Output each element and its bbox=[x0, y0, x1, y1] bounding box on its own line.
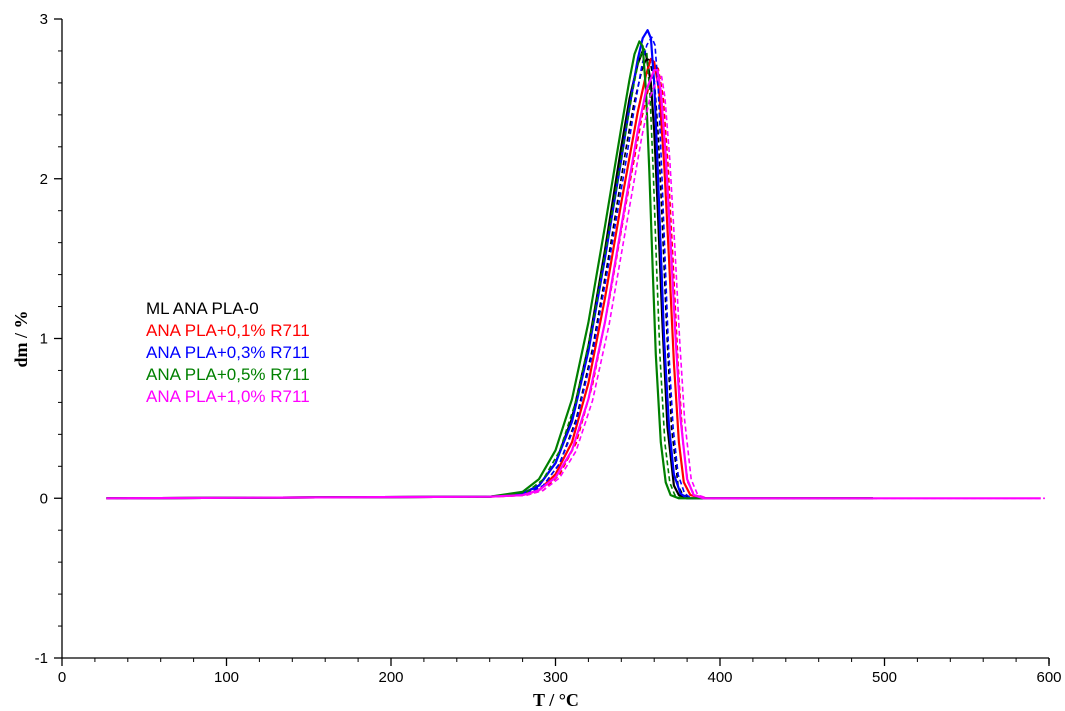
series-line-5 bbox=[106, 68, 1041, 500]
series-line-4 bbox=[106, 40, 873, 500]
legend: ML ANA PLA-0 ANA PLA+0,1% R711 ANA PLA+0,3… bbox=[146, 299, 310, 406]
legend-entry-3: ANA PLA+0,3% R711 bbox=[146, 343, 310, 362]
legend-entry-5: ANA PLA+1,0% R711 bbox=[146, 387, 310, 406]
x-tick-label: 500 bbox=[872, 669, 897, 686]
y-tick-label: -1 bbox=[35, 650, 48, 667]
y-axis-label: dm / % bbox=[11, 310, 31, 367]
series-line-1 bbox=[106, 49, 873, 500]
legend-entry-4: ANA PLA+0,5% R711 bbox=[146, 365, 310, 384]
series-dashed-line-3 bbox=[110, 36, 878, 500]
y-tick-label: 1 bbox=[40, 331, 48, 348]
series-dashed-line-5 bbox=[110, 75, 1045, 500]
series-line-2 bbox=[106, 57, 873, 500]
legend-entry-1: ML ANA PLA-0 bbox=[146, 299, 259, 318]
series-dashed-line-1 bbox=[110, 56, 878, 500]
x-tick-label: 400 bbox=[707, 669, 732, 686]
x-tick-label: 0 bbox=[58, 669, 66, 686]
x-tick-label: 100 bbox=[214, 669, 239, 686]
ticks-group: 0 100 200 300 400 500 600 -1 0 1 2 3 bbox=[35, 11, 1062, 686]
y-tick-label: 0 bbox=[40, 490, 48, 507]
series-line-3 bbox=[106, 29, 873, 500]
series-dashed-line-4 bbox=[110, 47, 878, 500]
series-dashed-line-2 bbox=[110, 64, 878, 500]
x-tick-label: 600 bbox=[1036, 669, 1061, 686]
legend-entry-2: ANA PLA+0,1% R711 bbox=[146, 321, 310, 340]
axes-group bbox=[61, 19, 1050, 664]
y-tick-label: 3 bbox=[40, 11, 48, 28]
y-tick-label: 2 bbox=[40, 171, 48, 188]
x-tick-label: 200 bbox=[378, 669, 403, 686]
x-axis-label: T / °C bbox=[533, 690, 579, 710]
plot-series-group bbox=[106, 29, 1045, 500]
x-tick-label: 300 bbox=[543, 669, 568, 686]
